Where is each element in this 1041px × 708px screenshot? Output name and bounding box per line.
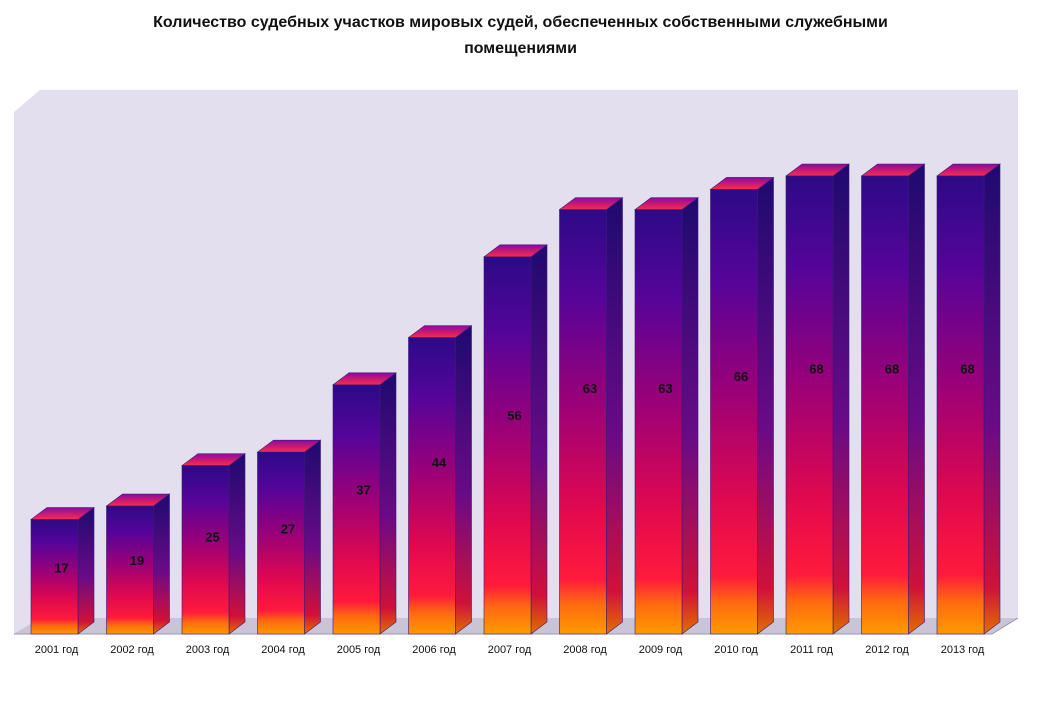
bar-side	[908, 163, 925, 635]
x-tick-label: 2002 год	[110, 644, 154, 656]
x-tick-label: 2006 год	[412, 644, 456, 656]
bar-side	[153, 493, 170, 635]
data-label: 37	[356, 482, 370, 497]
bar-2007-год: 56	[483, 244, 548, 635]
bar-series: 17 19 25 27 37 44 56 63 63 66 68 68 68	[30, 163, 1001, 635]
bar-side	[228, 453, 246, 635]
data-label: 66	[734, 369, 748, 384]
bar-2012-год: 68	[860, 163, 926, 635]
chart-title-line-2: помещениями	[464, 40, 577, 57]
x-tick-label: 2013 год	[941, 644, 985, 656]
bar-2003-год: 25	[181, 453, 246, 635]
floor-right-edge	[991, 617, 1019, 635]
x-tick-label: 2011 год	[790, 644, 833, 656]
data-label: 68	[885, 361, 899, 376]
x-tick-label: 2009 год	[639, 644, 683, 656]
data-label: 17	[54, 561, 68, 576]
bar-front	[30, 519, 79, 635]
data-label: 68	[809, 361, 823, 376]
data-label: 27	[281, 522, 295, 537]
bar-front	[710, 189, 758, 635]
data-label: 19	[130, 553, 144, 568]
x-tick-label: 2012 год	[865, 644, 909, 656]
bar-front	[106, 505, 154, 635]
bar-side	[983, 163, 1001, 635]
x-tick-label: 2005 год	[337, 644, 381, 656]
chart-title: Количество судебных участков мировых суд…	[0, 10, 1041, 62]
data-label: 63	[583, 381, 597, 396]
x-tick-label: 2007 год	[488, 644, 532, 656]
x-tick-label: 2001 год	[35, 644, 79, 656]
bar-front	[181, 465, 230, 635]
bar-front	[332, 384, 381, 635]
bar-side	[77, 506, 95, 635]
bar-front	[861, 175, 909, 635]
bar-front	[559, 209, 607, 635]
bar-side	[681, 197, 699, 635]
data-label: 44	[432, 455, 447, 470]
data-label: 68	[960, 361, 974, 376]
x-tick-label: 2004 год	[261, 644, 305, 656]
bar-front	[257, 451, 305, 635]
bar-side	[832, 163, 850, 635]
bar-2002-год: 19	[105, 493, 171, 635]
bar-side	[455, 325, 472, 635]
bar-2005-год: 37	[332, 372, 397, 635]
bar-2009-год: 63	[634, 197, 699, 635]
bar-2006-год: 44	[407, 325, 473, 635]
data-label: 63	[658, 381, 672, 396]
bar-side	[530, 244, 548, 635]
bar-front	[408, 337, 456, 635]
chart-title-line-1: Количество судебных участков мировых суд…	[153, 14, 888, 31]
bar-2011-год: 68	[785, 163, 850, 635]
bar-side	[606, 197, 623, 635]
x-axis-tick-labels: 2001 год 2002 год 2003 год 2004 год 2005 год…	[35, 644, 985, 656]
x-tick-label: 2003 год	[186, 644, 230, 656]
x-tick-label: 2008 год	[563, 644, 607, 656]
data-label: 56	[507, 408, 521, 423]
bar-side	[757, 176, 774, 635]
bar-front	[936, 175, 985, 635]
bar-front	[483, 256, 532, 635]
bar-front	[634, 209, 683, 635]
bar-side	[379, 372, 397, 635]
bar-side	[304, 439, 321, 635]
data-label: 25	[205, 529, 219, 544]
bar-2013-год: 68	[936, 163, 1001, 635]
bar-2004-год: 27	[256, 439, 322, 635]
bar-front	[785, 175, 834, 635]
x-tick-label: 2010 год	[714, 644, 758, 656]
bar-2008-год: 63	[558, 197, 624, 635]
bar-2001-год: 17	[30, 506, 95, 635]
bar-2010-год: 66	[709, 176, 775, 635]
